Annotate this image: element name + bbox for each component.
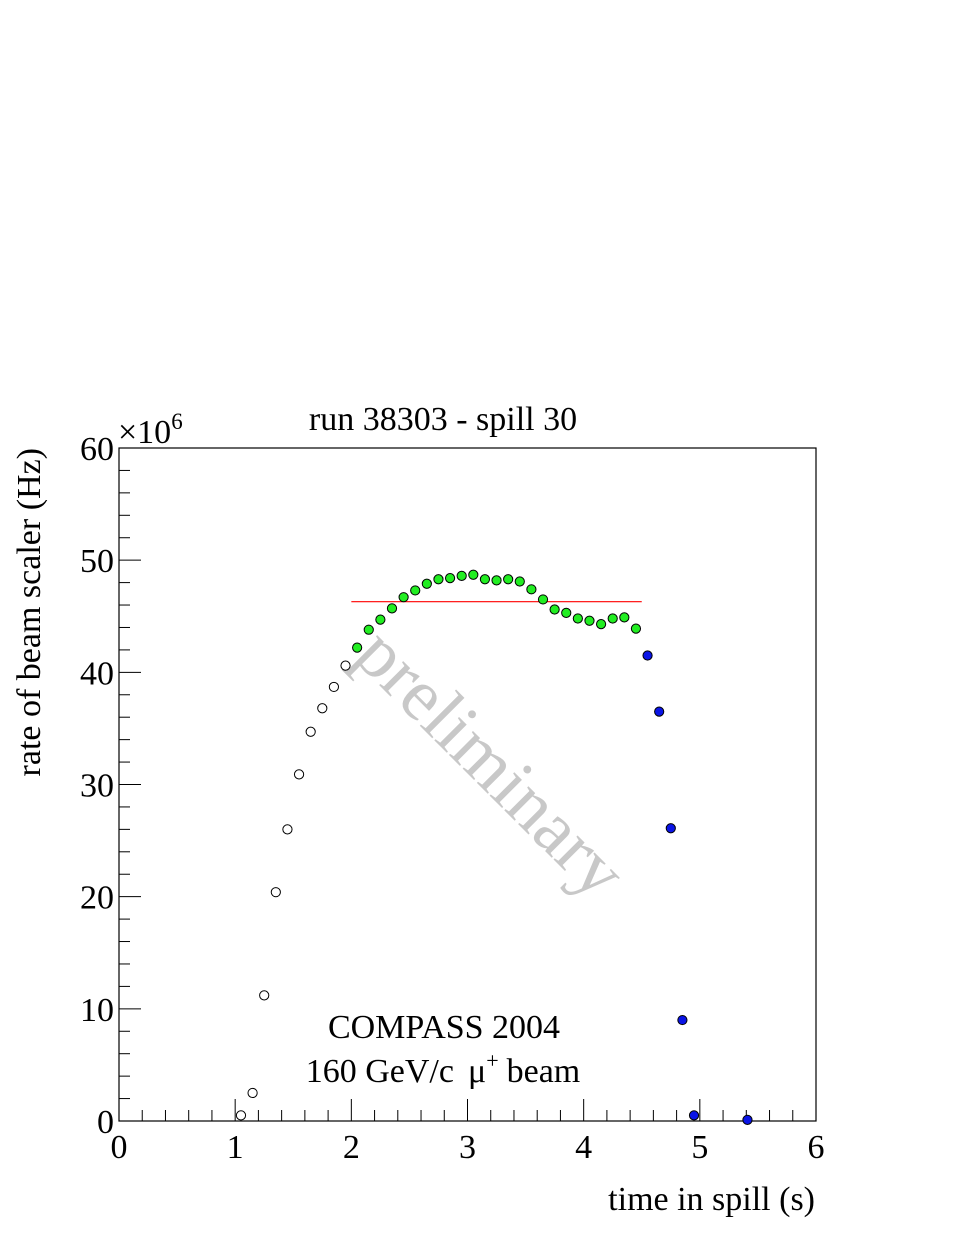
data-point-ramp [340,660,351,671]
y-tick-label: 20 [80,880,114,917]
data-point-flat [410,585,421,596]
x-axis-label: time in spill (s) [608,1181,815,1218]
data-point-tail [742,1114,753,1125]
data-point-flat [433,574,444,585]
data-point-flat [537,594,549,605]
mu-symbol: μ [468,1053,486,1090]
y-multiplier-base: ×10 [118,414,171,451]
data-point-flat [503,574,514,585]
data-point-flat [479,574,491,585]
data-point-tail [642,650,653,661]
data-point-flat [572,613,583,624]
data-point-tail [654,706,665,717]
x-tick-label: 6 [808,1129,825,1166]
x-tick-label: 4 [575,1129,592,1166]
preliminary-watermark: preliminary [340,612,642,914]
x-tick-label: 3 [459,1129,476,1166]
y-axis-tick-labels: 0 10 20 30 40 50 60 [80,431,114,1141]
data-point-tail [688,1110,700,1121]
experiment-label: COMPASS 2004 [328,1009,560,1046]
data-point-ramp [235,1110,247,1121]
data-point-flat [561,607,572,618]
data-point-flat [421,578,432,589]
data-point-flat [375,614,386,625]
data-point-flat [595,619,607,630]
beam-label: 160 GeV/c μ+ beam [306,1048,581,1090]
data-point-flat [456,570,467,581]
x-axis-ticks [118,1099,817,1121]
data-point-flat [352,642,363,653]
chart-title: run 38303 - spill 30 [309,401,577,438]
data-point-flat [386,603,398,614]
data-point-flat [619,612,630,623]
data-point-ramp [317,703,328,714]
y-axis-label: rate of beam scaler (Hz) [11,448,48,776]
y-axis-ticks [119,447,141,1122]
x-tick-label: 5 [691,1129,708,1166]
data-point-flat [444,573,456,584]
x-tick-label: 0 [111,1129,128,1166]
mu-charge: + [486,1048,498,1073]
data-point-tail [677,1014,688,1026]
x-axis-tick-labels: 0 1 2 3 4 5 6 [111,1129,825,1166]
data-point-ramp [259,990,270,1001]
data-point-flat [526,584,537,595]
data-point-flat [398,592,409,603]
beam-word: beam [507,1053,581,1090]
data-point-tail [665,823,676,834]
x-tick-label: 2 [343,1129,360,1166]
data-point-ramp [282,824,293,835]
y-tick-label: 10 [80,992,114,1029]
data-point-flat [607,613,618,624]
data-point-flat [363,624,374,635]
y-tick-label: 40 [80,655,114,692]
data-point-ramp [305,726,316,737]
y-multiplier-exponent: 6 [171,409,183,434]
data-point-ramp [247,1087,258,1099]
beam-momentum: 160 GeV/c [306,1053,454,1090]
data-point-ramp [293,769,305,780]
data-point-flat [549,604,560,615]
y-tick-label: 0 [97,1104,114,1141]
data-point-ramp [270,887,281,898]
data-points [235,569,753,1125]
data-point-flat [584,615,595,626]
y-tick-label: 50 [80,543,114,580]
y-tick-label: 60 [80,431,114,468]
data-point-flat [468,569,479,580]
data-point-ramp [328,681,340,693]
data-point-flat [514,576,525,587]
y-axis-multiplier: ×106 [118,409,183,451]
data-point-flat [630,623,642,634]
y-tick-label: 30 [80,768,114,805]
data-point-flat [491,575,502,586]
x-tick-label: 1 [227,1129,244,1166]
